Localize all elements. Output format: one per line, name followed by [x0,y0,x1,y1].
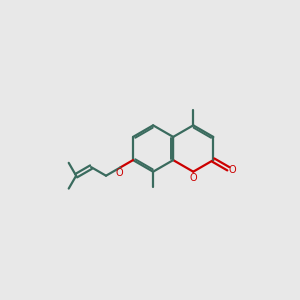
Text: O: O [189,173,197,183]
Text: O: O [229,165,236,175]
Text: O: O [116,169,123,178]
